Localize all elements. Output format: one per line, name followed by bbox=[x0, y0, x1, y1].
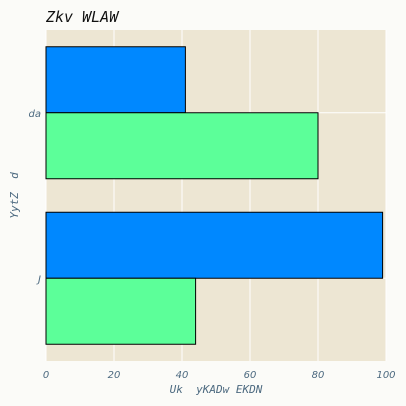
x-tick-label: 0 bbox=[43, 370, 49, 381]
bars bbox=[45, 46, 384, 345]
y-tick-label: J bbox=[36, 274, 41, 285]
bar-da-series-2 bbox=[45, 112, 319, 180]
x-tick-label: 20 bbox=[108, 370, 121, 381]
y-tick-label: da bbox=[29, 109, 41, 120]
x-tick-label: 100 bbox=[376, 370, 395, 381]
x-tick-label: 40 bbox=[176, 370, 189, 381]
x-axis-label: Uk yKADw EKDN bbox=[170, 383, 263, 396]
bar-da-series-1 bbox=[45, 46, 186, 114]
x-tick-label: 60 bbox=[244, 370, 257, 381]
bar-J-series-2 bbox=[45, 277, 197, 345]
bar-J-series-1 bbox=[45, 211, 384, 279]
tick-labels: 0 20 40 60 80 100 da J bbox=[29, 109, 396, 381]
x-tick-label: 80 bbox=[312, 370, 325, 381]
chart-title: Zkv WLAW bbox=[45, 8, 120, 26]
y-axis-label: YytZ d bbox=[8, 172, 21, 219]
